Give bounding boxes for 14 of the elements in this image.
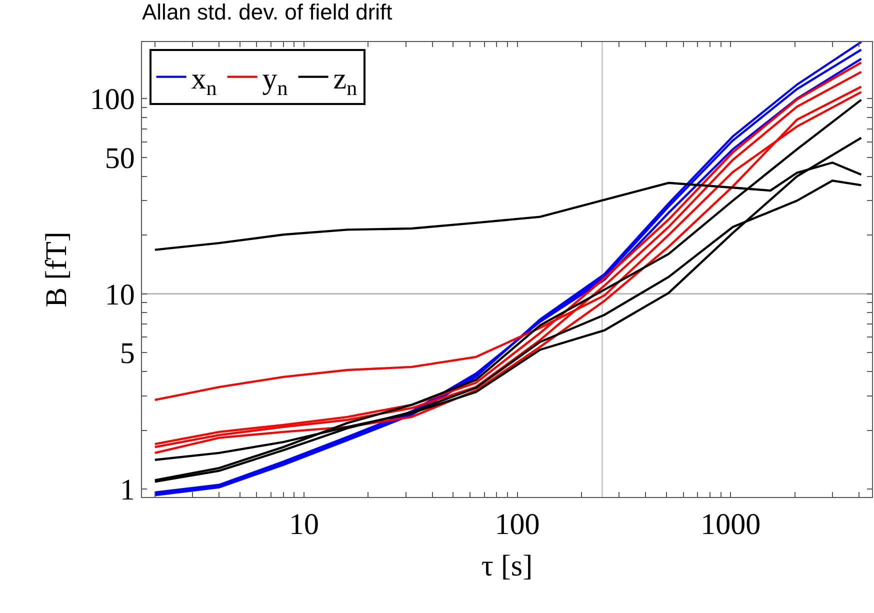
y-tick-label: 5 [120, 337, 135, 370]
x-tick-label: 100 [494, 508, 540, 542]
x-tick-label: 1000 [700, 508, 761, 542]
x-axis-title: τ [s] [481, 550, 533, 583]
y-tick-label: 1 [120, 474, 135, 507]
y-tick-label: 10 [104, 278, 135, 312]
legend-label: y$_{n}$ [262, 62, 288, 100]
y-axis-title: B [fT] [40, 232, 73, 308]
legend-label: x$_{n}$ [191, 62, 218, 100]
y-tick-label: 50 [104, 142, 135, 175]
legend-label: z$_{n}$ [333, 62, 358, 100]
chart-title: Allan std. dev. of field drift [142, 0, 392, 24]
x-tick-label: 10 [289, 508, 319, 542]
y-tick-label: 100 [90, 83, 135, 116]
